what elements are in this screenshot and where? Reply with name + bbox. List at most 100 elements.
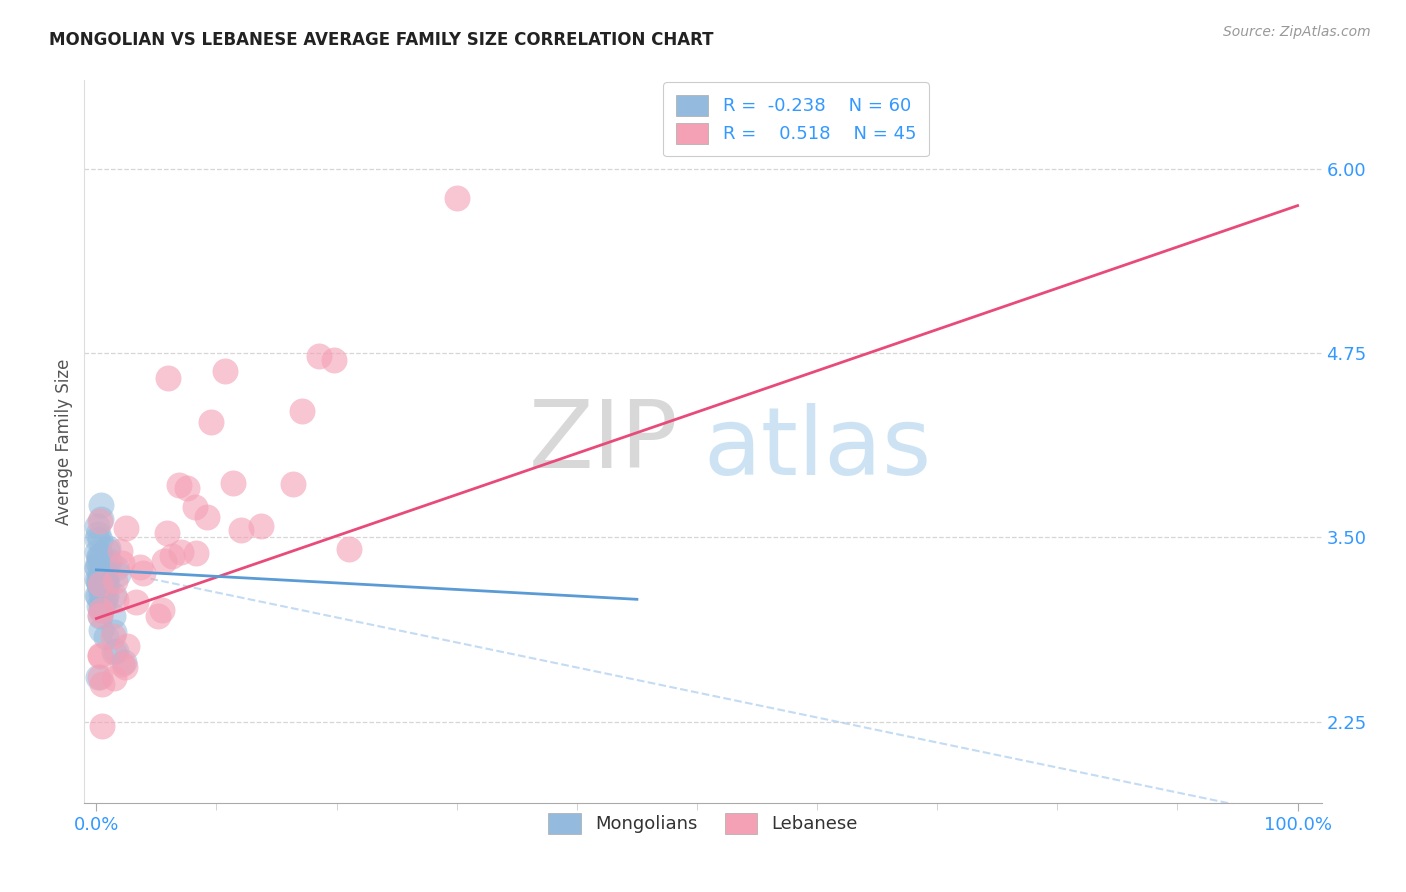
Point [90,624,112,638]
Point [91,560,114,574]
Point [115,640,138,654]
Point [96,543,118,558]
Point [94,558,117,572]
Point [446,191,468,205]
Point [90,677,112,691]
Point [86,545,108,559]
Point [323,352,346,367]
Point [156,526,179,541]
Text: atlas: atlas [703,403,931,495]
Point [111,657,134,671]
Point [160,549,183,563]
Point [101,630,124,644]
Point [86,572,108,586]
Point [222,476,245,491]
Point [86,533,108,547]
Point [250,519,273,533]
Point [200,415,222,429]
Point [91,580,114,594]
Point [97,541,120,555]
Point [87,589,110,603]
Point [90,548,112,562]
Point [98,554,121,568]
Point [90,575,112,590]
Point [104,593,127,607]
Point [176,481,198,495]
Point [90,602,112,616]
Point [103,645,125,659]
Point [87,555,110,569]
Point [125,595,148,609]
Point [90,581,112,595]
Point [90,578,112,592]
Point [103,608,125,623]
Point [89,571,111,585]
Point [87,574,110,589]
Point [89,577,111,591]
Point [90,498,112,512]
Point [89,533,111,547]
Point [281,476,304,491]
Point [114,521,136,535]
Point [86,561,108,575]
Point [167,478,190,492]
Point [128,559,150,574]
Point [112,655,135,669]
Point [103,671,125,685]
Point [89,571,111,585]
Point [90,588,112,602]
Point [93,596,115,610]
Point [87,599,110,614]
Point [89,579,111,593]
Point [90,597,112,611]
Point [153,554,176,568]
Point [108,544,131,558]
Point [96,577,118,591]
Legend: Mongolians, Lebanese: Mongolians, Lebanese [537,802,869,845]
Point [91,573,114,587]
Point [111,556,134,570]
Point [87,577,110,591]
Point [91,719,114,733]
Y-axis label: Average Family Size: Average Family Size [55,359,73,524]
Point [103,624,125,639]
Point [94,572,117,586]
Point [90,602,112,616]
Point [148,609,170,624]
Point [93,564,115,578]
Point [291,404,314,418]
Point [308,350,330,364]
Point [96,630,118,644]
Point [86,518,108,533]
Point [94,592,117,607]
Point [114,659,136,673]
Point [94,572,117,586]
Point [91,560,114,574]
Point [229,523,252,537]
Point [94,589,117,603]
Point [89,670,111,684]
Point [157,371,180,385]
Point [104,644,127,658]
Point [89,648,111,663]
Point [337,542,360,557]
Point [104,561,127,575]
Point [195,509,218,524]
Point [170,544,193,558]
Point [184,546,207,560]
Point [214,364,236,378]
Point [86,588,108,602]
Point [93,582,115,596]
Point [86,559,108,574]
Point [90,574,112,589]
Point [89,514,111,528]
Point [86,670,108,684]
Text: MONGOLIAN VS LEBANESE AVERAGE FAMILY SIZE CORRELATION CHART: MONGOLIAN VS LEBANESE AVERAGE FAMILY SIZ… [49,31,714,49]
Point [89,577,111,591]
Point [89,560,111,574]
Point [104,574,127,588]
Point [90,589,112,603]
Point [90,511,112,525]
Point [89,574,111,589]
Point [184,500,207,515]
